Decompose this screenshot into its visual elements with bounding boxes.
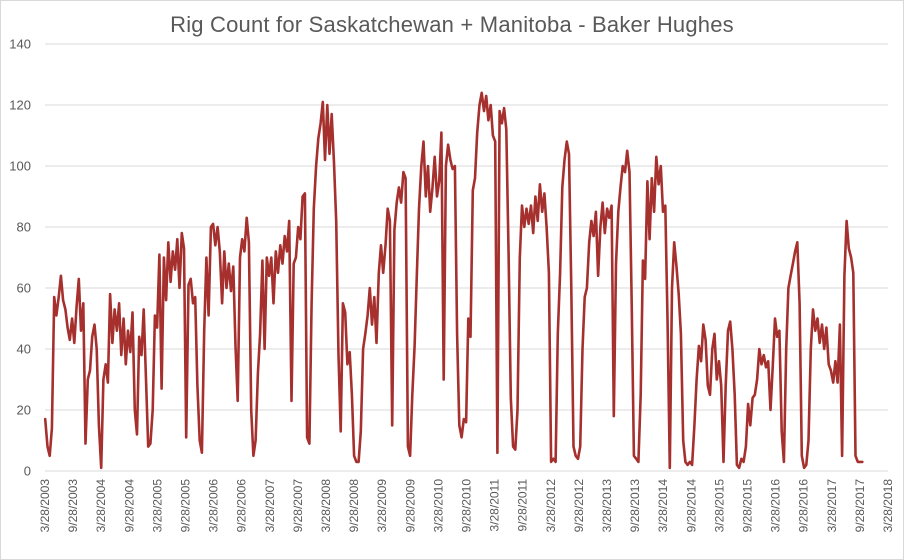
x-tick-label: 9/28/2006 — [235, 479, 249, 533]
x-axis-tick-labels: 3/28/2003 9/28/2003 3/28/2004 9/28/2004 3/28… — [38, 479, 895, 533]
x-tick-label: 3/28/2015 — [712, 479, 726, 533]
x-tick-label: 3/28/2010 — [431, 479, 445, 533]
x-tick-label: 3/28/2009 — [375, 479, 389, 533]
x-tick-label: 3/28/2007 — [263, 479, 277, 533]
x-tick-label: 9/28/2015 — [741, 479, 755, 533]
x-tick-label: 3/28/2018 — [881, 479, 895, 533]
x-tick-label: 3/28/2012 — [544, 479, 558, 533]
x-tick-label: 3/28/2004 — [94, 479, 108, 533]
x-tick-label: 9/28/2012 — [572, 479, 586, 533]
x-tick-label: 3/28/2003 — [38, 479, 52, 533]
x-tick-label: 3/28/2006 — [207, 479, 221, 533]
x-tick-label: 9/28/2009 — [403, 479, 417, 533]
chart-title: Rig Count for Saskatchewan + Manitoba - … — [170, 12, 734, 37]
x-tick-label: 3/28/2013 — [600, 479, 614, 533]
x-tick-label: 3/28/2008 — [319, 479, 333, 533]
y-tick-label: 60 — [17, 281, 31, 296]
x-tick-label: 3/28/2005 — [150, 479, 164, 533]
x-tick-label: 3/28/2016 — [769, 479, 783, 533]
y-tick-label: 120 — [9, 98, 31, 113]
x-tick-label: 9/28/2005 — [179, 479, 193, 533]
x-tick-label: 3/28/2017 — [825, 479, 839, 533]
x-tick-label: 3/28/2014 — [656, 479, 670, 533]
series-line-0 — [43, 91, 864, 470]
x-tick-label: 9/28/2014 — [684, 479, 698, 533]
y-tick-label: 20 — [17, 403, 31, 418]
y-axis-tick-labels: 0 20 40 60 80 100 120 140 — [9, 37, 31, 479]
x-tick-label: 9/28/2004 — [122, 479, 136, 533]
x-tick-label: 9/28/2003 — [66, 479, 80, 533]
x-tick-label: 9/28/2013 — [628, 479, 642, 533]
x-tick-label: 3/28/2011 — [488, 479, 502, 532]
x-tick-label: 9/28/2008 — [347, 479, 361, 533]
y-tick-label: 80 — [17, 220, 31, 235]
x-tick-label: 9/28/2011 — [516, 479, 530, 532]
x-tick-label: 9/28/2016 — [797, 479, 811, 533]
x-tick-label: 9/28/2007 — [291, 479, 305, 533]
y-tick-label: 0 — [24, 464, 31, 479]
y-tick-label: 140 — [9, 37, 31, 52]
x-tick-label: 9/28/2017 — [853, 479, 867, 533]
y-tick-label: 40 — [17, 342, 31, 357]
x-tick-label: 9/28/2010 — [460, 479, 474, 533]
series-layer — [43, 91, 864, 470]
y-tick-label: 100 — [9, 159, 31, 174]
